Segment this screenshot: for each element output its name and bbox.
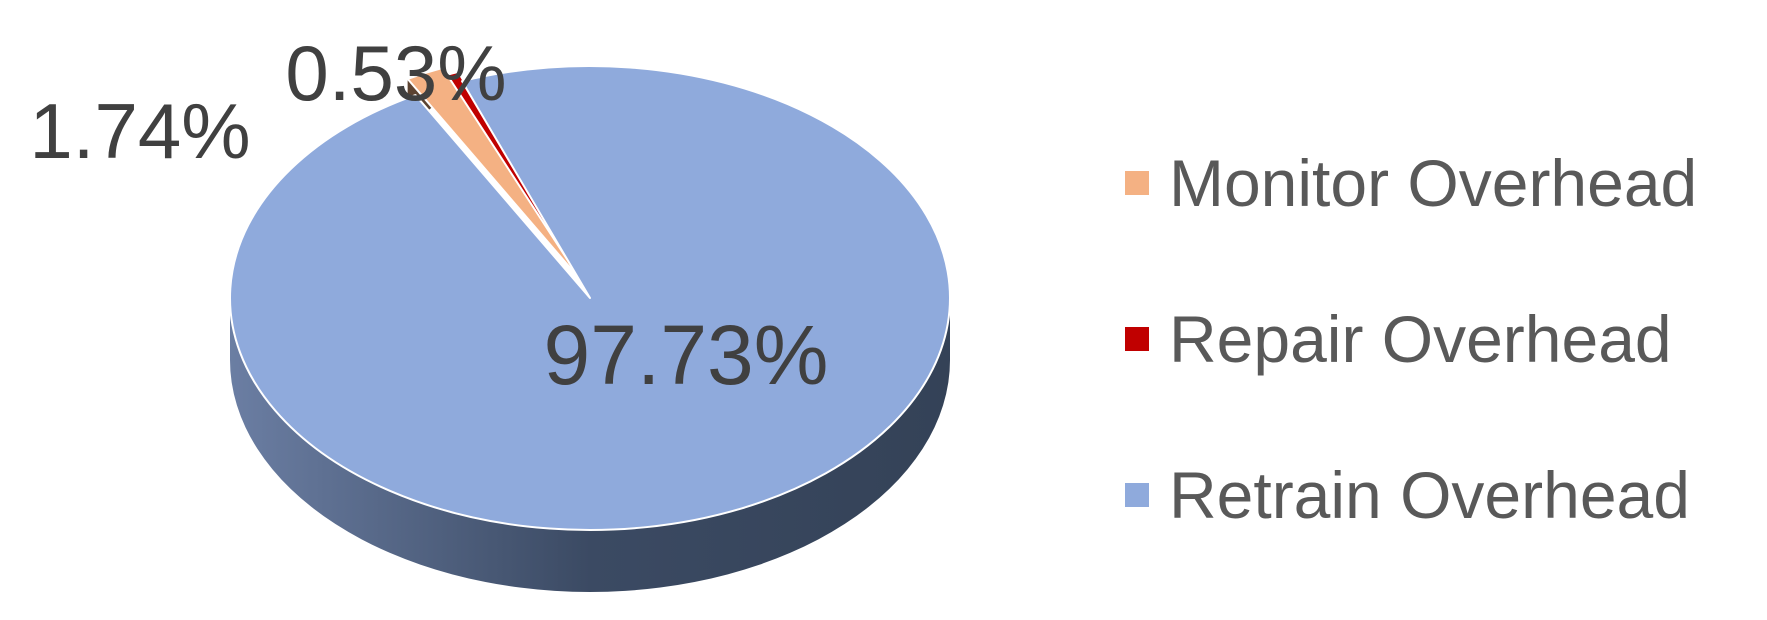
pie-data-labels: 1.74% 0.53% 97.73%	[29, 29, 828, 402]
legend-swatch-repair-overhead	[1125, 327, 1149, 351]
pie-slice-retrain-overhead	[229, 65, 951, 531]
chart-legend: Monitor Overhead Repair Overhead Retrain…	[1125, 146, 1698, 620]
legend-swatch-retrain-overhead	[1125, 483, 1149, 507]
legend-item-retrain-overhead: Retrain Overhead	[1125, 458, 1697, 532]
pie-slice-monitor-overhead	[406, 66, 584, 283]
pie-side-retrain-overhead	[230, 298, 950, 592]
data-label-retrain-overhead: 97.73%	[544, 308, 829, 402]
legend-swatch-monitor-overhead	[1125, 171, 1149, 195]
data-label-repair-overhead: 0.53%	[285, 29, 506, 117]
pie-slices	[229, 65, 951, 531]
legend-label-repair-overhead: Repair Overhead	[1169, 302, 1672, 376]
legend-item-monitor-overhead: Monitor Overhead	[1125, 146, 1698, 220]
legend-label-retrain-overhead: Retrain Overhead	[1169, 458, 1690, 532]
data-label-monitor-overhead: 1.74%	[29, 87, 250, 175]
legend-item-repair-overhead: Repair Overhead	[1125, 302, 1697, 376]
legend-label-monitor-overhead: Monitor Overhead	[1169, 146, 1698, 220]
